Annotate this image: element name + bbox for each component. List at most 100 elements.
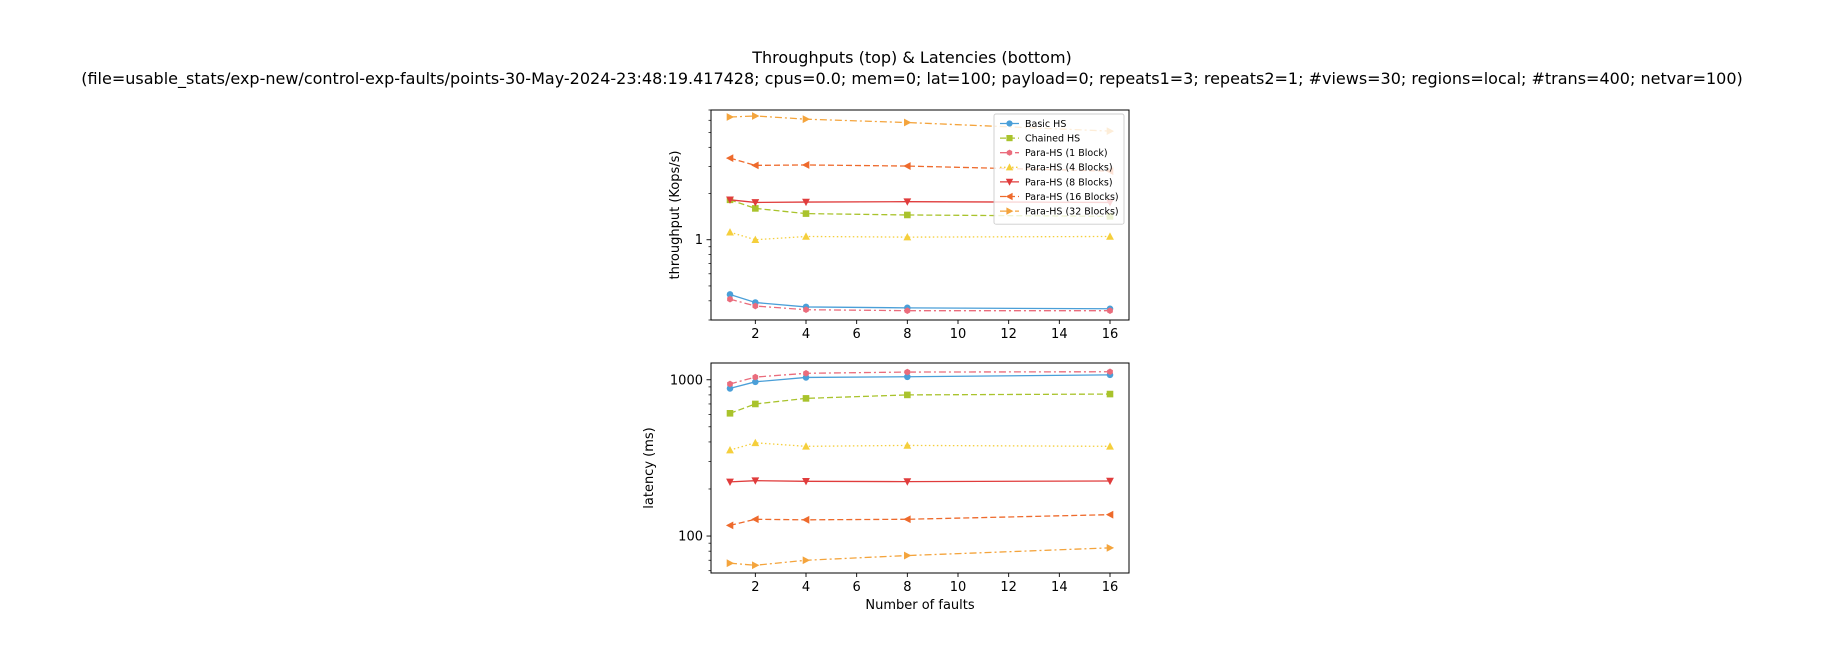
x-tick-label: 10 bbox=[950, 327, 967, 342]
basic-hs-point bbox=[726, 385, 734, 392]
legend-label: Para-HS (4 Blocks) bbox=[1025, 163, 1113, 174]
x-tick-label: 8 bbox=[903, 580, 911, 595]
chained-hs-line bbox=[729, 393, 1111, 414]
legend-label: Para-HS (32 Blocks) bbox=[1025, 207, 1119, 218]
y-axis-label: latency (ms) bbox=[642, 427, 657, 508]
basic-hs-line bbox=[729, 374, 1111, 390]
para-hs-16-blocks-line bbox=[729, 514, 1111, 527]
para-hs-1-block-series bbox=[727, 295, 1113, 314]
para-hs-8-blocks-series bbox=[726, 477, 1114, 487]
legend-box bbox=[993, 113, 1125, 225]
para-hs-1-block-point bbox=[803, 369, 809, 377]
legend-label: Para-HS (8 Blocks) bbox=[1025, 177, 1113, 188]
legend-label: Basic HS bbox=[1025, 119, 1066, 130]
para-hs-16-blocks-point bbox=[751, 515, 759, 524]
chained-hs-point bbox=[802, 395, 810, 402]
para-hs-16-blocks-series bbox=[725, 510, 1114, 530]
para-hs-16-blocks-point bbox=[801, 161, 810, 169]
para-hs-32-blocks-point bbox=[904, 551, 912, 560]
para-hs-4-blocks-point bbox=[751, 235, 760, 244]
x-axis-label: Number of faults bbox=[865, 598, 975, 613]
para-hs-32-blocks-point bbox=[802, 556, 811, 565]
legend-label: Para-HS (16 Blocks) bbox=[1025, 192, 1119, 203]
legend-marker bbox=[1005, 192, 1013, 201]
para-hs-16-blocks-point bbox=[751, 161, 759, 170]
y-axis-label: throughput (Kops/s) bbox=[668, 151, 683, 280]
para-hs-4-blocks-point bbox=[1106, 232, 1114, 240]
para-hs-1-block-point bbox=[727, 295, 733, 303]
x-tick-label: 12 bbox=[1000, 327, 1017, 342]
legend-item: Chained HS bbox=[1000, 134, 1080, 145]
chained-hs-point bbox=[904, 211, 911, 219]
x-tick-label: 6 bbox=[853, 327, 861, 342]
basic-hs-line bbox=[729, 293, 1111, 310]
x-tick-label: 6 bbox=[853, 580, 861, 595]
para-hs-32-blocks-series bbox=[726, 543, 1115, 570]
para-hs-32-blocks-point bbox=[752, 112, 760, 120]
para-hs-8-blocks-series bbox=[726, 196, 1114, 207]
plot-frame bbox=[710, 362, 1130, 574]
para-hs-16-blocks-point bbox=[903, 515, 911, 524]
para-hs-16-blocks-point bbox=[725, 154, 734, 163]
para-hs-4-blocks-point bbox=[751, 438, 760, 447]
x-tick-label: 8 bbox=[903, 327, 911, 342]
basic-hs-point bbox=[802, 374, 810, 381]
para-hs-8-blocks-point bbox=[726, 478, 734, 487]
basic-hs-series bbox=[726, 291, 1114, 313]
para-hs-4-blocks-point bbox=[903, 441, 912, 449]
chained-hs-point bbox=[802, 210, 810, 217]
para-hs-8-blocks-point bbox=[1106, 477, 1114, 486]
para-hs-32-blocks-point bbox=[726, 113, 735, 121]
y-tick-label: 1000 bbox=[670, 373, 703, 388]
para-hs-1-block-series bbox=[727, 368, 1113, 388]
throughput-panel: 2 4 6 8 10 12 14 16 1 throughput (Kops/s) Basic HS… bbox=[668, 109, 1130, 342]
para-hs-1-block-point bbox=[904, 368, 911, 376]
para-hs-4-blocks-point bbox=[802, 442, 810, 450]
x-tick-label: 12 bbox=[1000, 580, 1017, 595]
basic-hs-point bbox=[904, 373, 911, 381]
chained-hs-point bbox=[726, 410, 734, 417]
para-hs-4-blocks-point bbox=[1106, 442, 1114, 450]
legend-marker bbox=[1005, 163, 1014, 171]
para-hs-1-block-point bbox=[1107, 368, 1113, 376]
para-hs-16-blocks-point bbox=[725, 521, 734, 530]
para-hs-8-blocks-point bbox=[726, 196, 734, 204]
x-tick-label: 4 bbox=[802, 580, 810, 595]
para-hs-32-blocks-point bbox=[752, 561, 760, 570]
x-tick-label: 4 bbox=[802, 327, 810, 342]
legend: Basic HS Chained HS Para-HS (1 Block) Para-… bbox=[993, 113, 1125, 225]
para-hs-16-blocks-point bbox=[1105, 510, 1114, 519]
para-hs-8-blocks-point bbox=[802, 198, 810, 207]
para-hs-4-blocks-series bbox=[726, 438, 1114, 454]
para-hs-4-blocks-series bbox=[726, 228, 1114, 244]
para-hs-32-blocks-point bbox=[1106, 543, 1115, 552]
para-hs-16-blocks-point bbox=[801, 515, 810, 524]
figure-subtitle: (file=usable_stats/exp-new/control-exp-f… bbox=[81, 69, 1743, 89]
chained-hs-series bbox=[726, 390, 1114, 417]
legend-label: Para-HS (1 Block) bbox=[1025, 148, 1108, 159]
para-hs-32-blocks-point bbox=[904, 118, 912, 127]
x-tick-label: 16 bbox=[1102, 327, 1119, 342]
para-hs-1-block-point bbox=[803, 306, 809, 314]
x-tick-label: 10 bbox=[950, 580, 967, 595]
legend-item: Para-HS (32 Blocks) bbox=[1000, 207, 1119, 218]
para-hs-4-blocks-point bbox=[726, 445, 734, 454]
x-tick-label: 2 bbox=[751, 580, 759, 595]
para-hs-16-blocks-point bbox=[903, 162, 911, 170]
legend-marker bbox=[1005, 178, 1014, 186]
legend-marker bbox=[1006, 120, 1013, 127]
legend-item: Para-HS (8 Blocks) bbox=[1000, 177, 1113, 188]
x-tick-label: 16 bbox=[1102, 580, 1119, 595]
chained-hs-point bbox=[904, 391, 911, 399]
para-hs-4-blocks-point bbox=[903, 233, 912, 241]
legend-marker bbox=[1006, 207, 1014, 215]
para-hs-1-block-point bbox=[727, 380, 733, 388]
para-hs-1-block-line bbox=[729, 371, 1111, 385]
para-hs-8-blocks-line bbox=[729, 480, 1111, 483]
para-hs-8-blocks-point bbox=[802, 477, 810, 486]
para-hs-8-blocks-point bbox=[903, 198, 912, 206]
legend-item: Para-HS (16 Blocks) bbox=[1000, 192, 1119, 203]
legend-marker bbox=[1006, 149, 1013, 156]
legend-item: Para-HS (1 Block) bbox=[1000, 148, 1108, 159]
